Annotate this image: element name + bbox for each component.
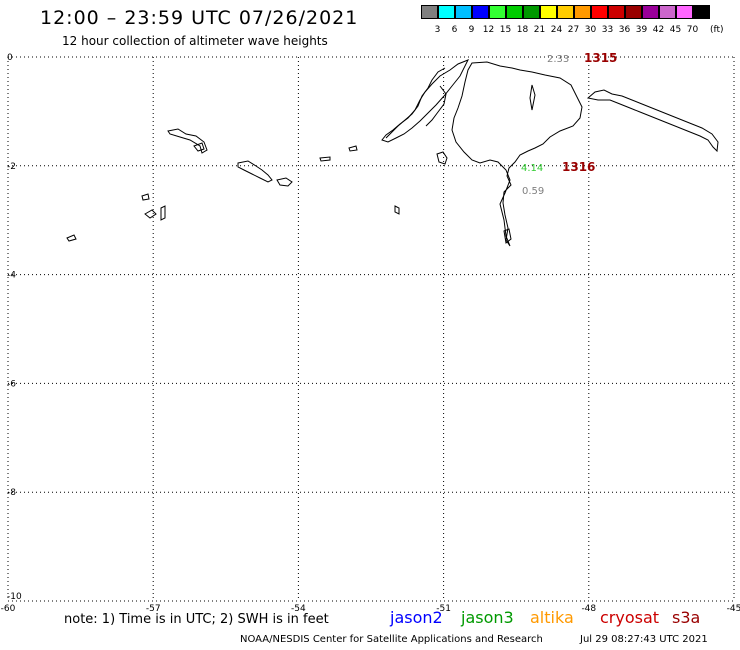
lat-tick-label: -4 (7, 271, 16, 281)
track-pass-id: 1316 (562, 160, 595, 174)
legend-swatch (540, 5, 557, 19)
generation-timestamp: Jul 29 08:27:43 UTC 2021 (580, 634, 708, 645)
track-wave-height: 2.33 (547, 54, 569, 65)
lat-lon-grid (7, 56, 735, 602)
lon-tick-label: -57 (146, 604, 161, 614)
legend-swatch (659, 5, 676, 19)
legend-swatch (625, 5, 642, 19)
island-11 (394, 205, 400, 215)
lat-tick-label: -10 (7, 592, 22, 602)
legend-label: 45 (669, 25, 682, 35)
legend-label: 3 (434, 25, 441, 35)
island-12 (436, 151, 448, 165)
greenland-coast (451, 61, 583, 247)
island-2 (193, 142, 205, 152)
lon-tick-label: -60 (1, 604, 16, 614)
track-wave-height: 0.59 (522, 186, 544, 197)
island-9 (319, 156, 331, 162)
legend-swatch (455, 5, 472, 19)
lon-tick-label: -48 (581, 604, 596, 614)
legend-swatch (642, 5, 659, 19)
legend-label: 21 (533, 25, 546, 35)
axis-tick-labels: -60 -57 -54 -51 -48 -45 0 -2 -4 -6 -8 -10 (1, 53, 740, 614)
greenland-inner-lake (529, 84, 536, 111)
legend-swatch (693, 5, 710, 19)
island-1 (167, 128, 208, 154)
legend-label: 18 (516, 25, 529, 35)
legend-label: 36 (618, 25, 631, 35)
legend-swatch (523, 5, 540, 19)
canada-islands-coast-2 (385, 67, 447, 139)
lat-tick-label: -8 (7, 488, 16, 498)
lat-tick-label: -6 (7, 379, 16, 389)
coastline (66, 59, 719, 247)
lat-tick-label: 0 (7, 53, 13, 63)
satellite-name: s3a (672, 608, 701, 627)
northeast-coast (586, 89, 719, 153)
footer-note: note: 1) Time is in UTC; 2) SWH is in fe… (64, 612, 329, 627)
lat-tick-label: -2 (7, 162, 16, 172)
map-subtitle: 12 hour collection of altimeter wave hei… (62, 34, 328, 48)
island-7 (160, 205, 166, 221)
island-5 (141, 193, 150, 201)
legend-label: 33 (601, 25, 614, 35)
island-13 (503, 228, 512, 244)
legend-swatch (506, 5, 523, 19)
satellite-name: jason2 (390, 608, 443, 627)
island-10 (348, 145, 358, 152)
legend-label: 27 (567, 25, 580, 35)
track-labels: 2.33 1315 4.14 1316 0.59 (521, 51, 617, 197)
island-3 (237, 160, 273, 183)
map-title: 12:00 – 23:59 UTC 07/26/2021 (40, 7, 359, 29)
legend-swatch (574, 5, 591, 19)
track-pass-id: 1315 (584, 51, 617, 65)
legend-swatch (489, 5, 506, 19)
legend-label: 24 (550, 25, 563, 35)
legend-label: 9 (468, 25, 475, 35)
lon-tick-label: -45 (727, 604, 740, 614)
track-wave-height: 4.14 (521, 163, 543, 174)
legend-label: 39 (635, 25, 648, 35)
legend-label: 30 (584, 25, 597, 35)
lon-tick-label: -54 (291, 604, 306, 614)
legend-label: 6 (451, 25, 458, 35)
legend-swatch (472, 5, 489, 19)
legend-label: 15 (499, 25, 512, 35)
legend-swatch (421, 5, 438, 19)
legend-swatch (591, 5, 608, 19)
canada-islands-coast (381, 59, 470, 143)
legend-swatch (557, 5, 574, 19)
legend-label: 70 (686, 25, 699, 35)
legend-swatch (608, 5, 625, 19)
island-4 (276, 177, 293, 187)
legend-unit: (ft) (710, 25, 724, 35)
island-8 (66, 234, 77, 242)
satellite-name: altika (530, 608, 574, 627)
satellite-name: cryosat (600, 608, 660, 627)
legend-swatch (438, 5, 455, 19)
legend-label: 42 (652, 25, 665, 35)
satellite-name: jason3 (461, 608, 514, 627)
legend-swatch (676, 5, 693, 19)
legend-label: 12 (482, 25, 495, 35)
lon-tick-label: -51 (436, 604, 451, 614)
island-6 (144, 209, 157, 219)
credit-line: NOAA/NESDIS Center for Satellite Applica… (240, 634, 543, 645)
